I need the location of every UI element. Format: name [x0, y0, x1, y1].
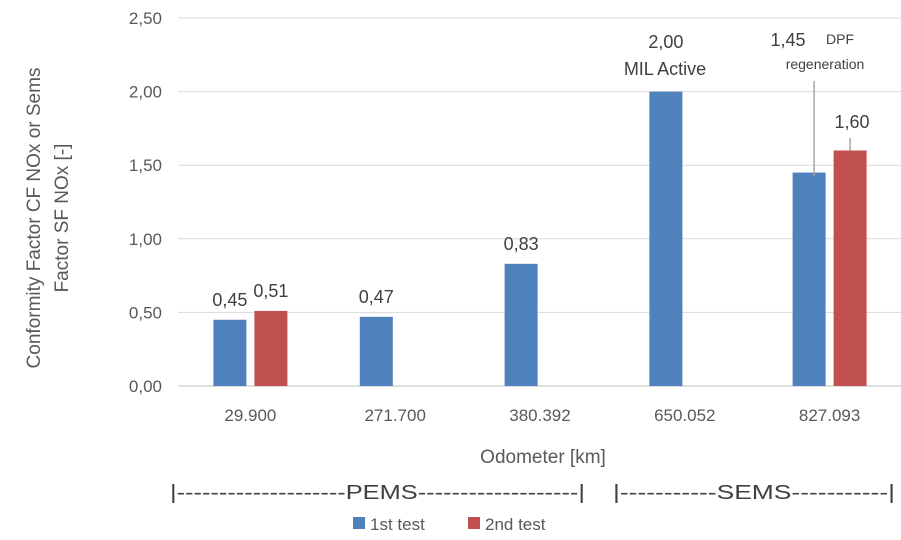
y-tick-label: 0,50	[129, 303, 162, 322]
data-label: 0,51	[253, 281, 288, 301]
data-label: 0,47	[359, 287, 394, 307]
y-axis-ticks: 0,00 0,50 1,00 1,50 2,00 2,50	[129, 9, 162, 396]
bar-1st-test	[504, 263, 538, 386]
x-tick-label: 29.900	[224, 406, 276, 425]
bar-2nd-test	[833, 150, 867, 386]
x-axis-ticks: 29.900 271.700 380.392 650.052 827.093	[224, 406, 860, 425]
x-tick-label: 271.700	[364, 406, 425, 425]
legend-swatch-1st-test	[353, 517, 365, 529]
annotation-mil-active: MIL Active	[624, 59, 706, 79]
y-tick-label: 1,50	[129, 156, 162, 175]
range-sems: |-----------SEMS-----------|	[613, 482, 895, 504]
legend-label-1st-test: 1st test	[370, 515, 425, 534]
data-label: 1,60	[834, 112, 869, 132]
x-tick-label: 380.392	[509, 406, 570, 425]
legend-swatch-2nd-test	[468, 517, 480, 529]
annotation-dpf-line-1: DPF	[826, 31, 854, 47]
y-tick-label: 2,50	[129, 9, 162, 28]
x-tick-label: 650.052	[654, 406, 715, 425]
data-label: 0,83	[504, 234, 539, 254]
range-pems: |--------------------PEMS---------------…	[170, 482, 585, 504]
legend-label-2nd-test: 2nd test	[485, 515, 546, 534]
bars	[213, 91, 867, 386]
data-labels: 0,45 0,51 0,47 0,83 2,00 1,45 1,60 MIL Active DP…	[212, 30, 869, 310]
y-tick-label: 0,00	[129, 377, 162, 396]
bar-1st-test	[792, 172, 826, 386]
gridlines	[178, 17, 901, 387]
bar-1st-test	[649, 91, 683, 386]
data-label: 2,00	[648, 32, 683, 52]
y-tick-label: 1,00	[129, 230, 162, 249]
bar-1st-test	[213, 319, 247, 386]
legend: 1st test 2nd test	[353, 515, 546, 534]
bar-2nd-test	[254, 310, 288, 386]
data-label: 0,45	[212, 290, 247, 310]
y-axis-title-line-1: Conformity Factor CF NOx or Sems	[24, 68, 45, 369]
y-tick-label: 2,00	[129, 83, 162, 102]
bar-1st-test	[359, 316, 393, 386]
data-label: 1,45	[770, 30, 805, 50]
y-axis-title-line-2: Factor SF NOx [-]	[52, 144, 73, 293]
x-axis-title: Odometer [km]	[480, 447, 606, 468]
x-tick-label: 827.093	[799, 406, 860, 425]
annotation-dpf-line-2: regeneration	[786, 56, 865, 72]
